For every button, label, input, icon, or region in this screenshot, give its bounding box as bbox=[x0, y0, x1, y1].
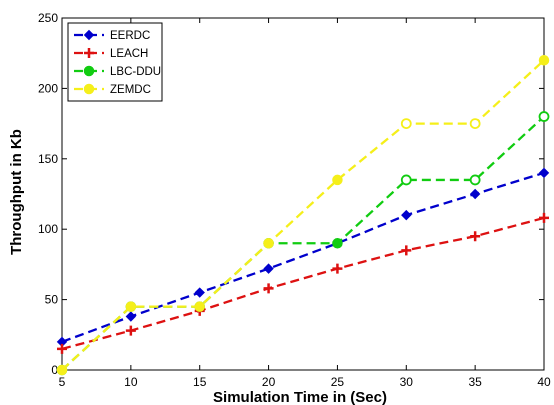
legend-box bbox=[67, 22, 163, 102]
data-point bbox=[401, 209, 412, 221]
x-tick-label: 10 bbox=[124, 375, 138, 389]
y-tick-label: 150 bbox=[38, 152, 58, 166]
x-tick-label: 30 bbox=[400, 375, 414, 389]
y-tick-label: 250 bbox=[38, 11, 58, 25]
y-axis-title: Throughput in Kb bbox=[8, 129, 25, 255]
data-point bbox=[125, 311, 137, 322]
x-axis-title: Simulation Time in (Sec) bbox=[213, 389, 387, 405]
data-point bbox=[263, 263, 274, 274]
data-point bbox=[538, 111, 550, 122]
data-point bbox=[539, 212, 549, 223]
legend-item-eerdc: EERDC bbox=[74, 29, 150, 42]
legend-label: LBC-DDU bbox=[110, 66, 161, 78]
data-point bbox=[400, 118, 412, 129]
series-layer bbox=[56, 54, 550, 376]
legend-label: LEACH bbox=[110, 48, 148, 60]
data-point bbox=[470, 231, 481, 242]
series-zemdc bbox=[56, 54, 550, 376]
data-point bbox=[263, 283, 274, 294]
y-tick-label: 200 bbox=[38, 81, 58, 95]
data-point bbox=[263, 238, 274, 249]
data-point bbox=[125, 301, 137, 312]
data-point bbox=[469, 174, 481, 186]
y-tick-label: 0 bbox=[51, 363, 58, 377]
series-line bbox=[61, 171, 545, 343]
series-eerdc bbox=[56, 167, 550, 348]
data-point bbox=[401, 245, 412, 256]
data-point bbox=[538, 54, 550, 66]
data-point bbox=[332, 174, 343, 186]
data-point bbox=[194, 287, 205, 298]
data-point bbox=[125, 325, 136, 336]
legend-marker bbox=[83, 83, 95, 95]
data-point bbox=[400, 174, 412, 186]
data-point bbox=[56, 364, 68, 376]
x-tick-label: 15 bbox=[193, 375, 207, 389]
data-point bbox=[332, 238, 343, 249]
data-point bbox=[332, 263, 343, 274]
y-axis: 0 50 100 150 200 250 bbox=[38, 11, 544, 377]
x-tick-label: 35 bbox=[468, 375, 482, 389]
legend: EERDC LEACH LBC-DDU ZEMDC bbox=[67, 22, 163, 102]
series-leach bbox=[57, 212, 549, 354]
data-point bbox=[538, 167, 550, 179]
data-point bbox=[469, 118, 481, 129]
series-line bbox=[61, 59, 545, 371]
data-point bbox=[57, 343, 67, 354]
plot-area: 0 50 100 150 200 250 5 10 15 20 25 30 35 40 bbox=[38, 11, 551, 389]
y-tick-label: 100 bbox=[38, 222, 58, 236]
legend-label: ZEMDC bbox=[110, 84, 151, 96]
x-tick-label: 40 bbox=[537, 375, 551, 389]
series-line bbox=[61, 216, 545, 350]
y-tick-label: 50 bbox=[45, 293, 59, 307]
x-tick-label: 5 bbox=[59, 375, 66, 389]
data-point bbox=[194, 301, 205, 312]
legend-label: EERDC bbox=[110, 30, 150, 42]
legend-marker bbox=[83, 29, 95, 41]
legend-marker bbox=[83, 65, 95, 77]
legend-marker bbox=[84, 48, 94, 58]
series-line bbox=[61, 115, 545, 371]
x-tick-label: 20 bbox=[262, 375, 276, 389]
legend-item-leach: LEACH bbox=[74, 48, 148, 60]
data-point bbox=[469, 188, 481, 200]
plot-frame bbox=[61, 17, 545, 371]
legend-item-lbc-ddu: LBC-DDU bbox=[74, 65, 161, 78]
x-tick-label: 25 bbox=[331, 375, 345, 389]
legend-item-zemdc: ZEMDC bbox=[74, 83, 151, 96]
